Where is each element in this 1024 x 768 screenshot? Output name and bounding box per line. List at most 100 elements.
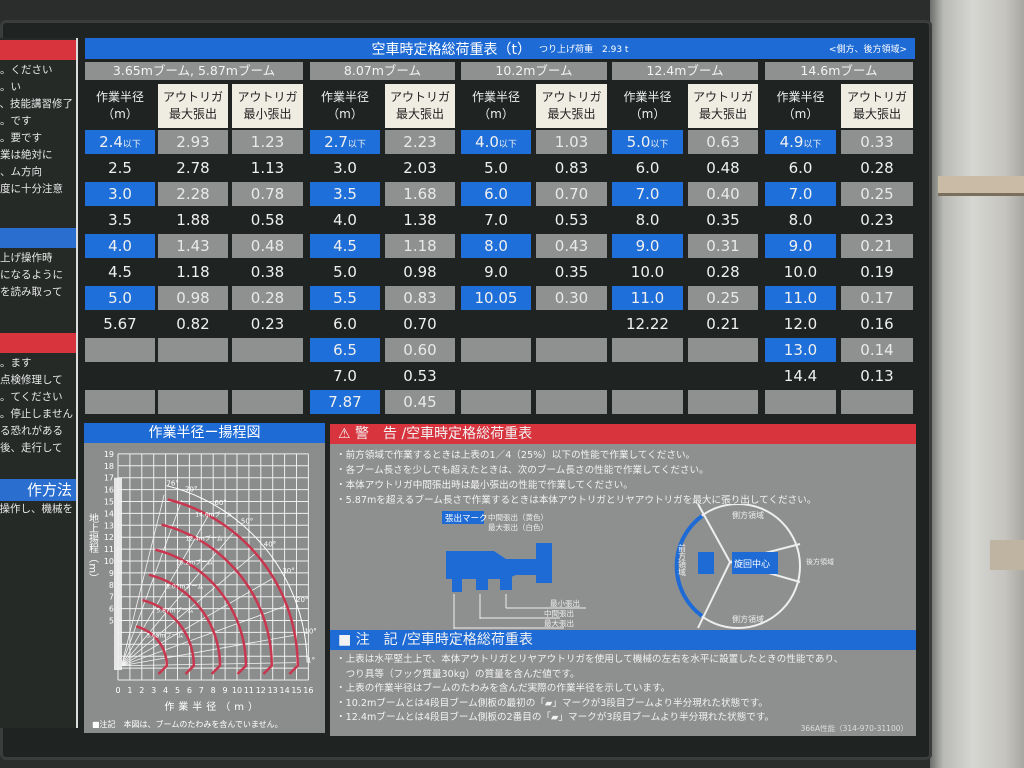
radius-column-header: 作業半径 （m）	[85, 84, 155, 128]
x-tick-label: 6	[187, 686, 192, 695]
y-tick-label: 9	[109, 569, 114, 578]
load-cell: 0.82	[158, 312, 228, 336]
cell-value: 2.5	[108, 159, 132, 177]
cell-value: 8.0	[635, 211, 660, 229]
load-cell: 0.23	[232, 312, 303, 336]
radius-cell: 6.0	[765, 156, 836, 180]
load-cell: 0.33	[841, 130, 913, 154]
load-cell: 0.98	[158, 286, 228, 310]
radius-cell: 3.0	[85, 182, 155, 206]
angle-label: 60°	[214, 499, 226, 507]
load-cell: 0.35	[536, 260, 607, 284]
max-outrigger-header: アウトリガ 最大張出	[385, 84, 455, 128]
radius-cell: 4.5	[310, 234, 380, 258]
cell-value: 1.18	[403, 237, 437, 255]
warning-title: ⚠ 警 告 /空車時定格総荷重表	[330, 424, 916, 444]
cell-value: 5.0	[108, 289, 132, 307]
load-cell: 0.21	[688, 312, 758, 336]
x-tick-label: 5	[175, 686, 180, 695]
cell-value: 2.23	[403, 133, 437, 151]
cell-value: 1.23	[250, 133, 285, 151]
x-tick-label: 14	[280, 686, 290, 695]
radius-cell: 4.0以下	[461, 130, 531, 154]
radius-cell: 8.0	[461, 234, 531, 258]
cell-value: 0.28	[860, 159, 894, 177]
load-cell: 1.88	[158, 208, 228, 232]
cell-value: 6.0	[484, 185, 508, 203]
load-cell: 0.17	[841, 286, 913, 310]
boom-curve-label: 8.07mブーム	[166, 582, 203, 590]
cell-value: 8.0	[788, 211, 813, 229]
load-cell	[158, 390, 228, 414]
max-outrigger-header: アウトリガ 最大張出	[536, 84, 607, 128]
cell-value: 13.0	[783, 341, 818, 359]
radius-cell: 12.22	[612, 312, 683, 336]
radius-cell: 14.4	[765, 364, 836, 388]
blue-header	[0, 228, 76, 248]
cell-value: 14.4	[783, 367, 818, 385]
cell-value: 6.0	[788, 159, 813, 177]
header-line: 最大張出	[547, 107, 596, 121]
x-tick-label: 11	[244, 686, 254, 695]
cell-value: 2.03	[403, 159, 437, 177]
below-suffix: 以下	[347, 140, 366, 150]
header-line: 作業半径	[776, 90, 825, 104]
text-line: ください。	[0, 64, 53, 76]
cell-value: 3.5	[333, 185, 357, 203]
cell-value: 0.23	[860, 211, 894, 229]
header-line: アウトリガ	[846, 90, 907, 104]
radius-cell: 10.0	[765, 260, 836, 284]
load-cell: 1.18	[158, 260, 228, 284]
below-suffix: 以下	[122, 140, 141, 150]
warning-panel: ⚠ 警 告 /空車時定格総荷重表 ・前方領域で作業するときは上表の1／4（25%…	[330, 424, 916, 736]
header-line: （m）	[327, 107, 363, 121]
y-tick-label: 13	[104, 521, 114, 530]
side-area-label-top: 側方領域	[732, 510, 764, 520]
mid-label: 中間張出	[544, 608, 574, 618]
y-tick-label: 17	[104, 474, 114, 483]
cell-value: 2.93	[176, 133, 210, 151]
boom-curve	[161, 523, 274, 675]
cell-value: 0.53	[554, 211, 589, 229]
cell-value: 1.03	[554, 133, 589, 151]
angle-label: 40°	[264, 540, 276, 548]
x-tick-label: 15	[291, 686, 301, 695]
load-cell: 0.45	[385, 390, 455, 414]
x-tick-label: 16	[303, 686, 313, 695]
cell-value: 0.83	[403, 289, 437, 307]
header-line: 作業半径	[95, 90, 144, 104]
max-outrigger-header: アウトリガ 最大張出	[158, 84, 228, 128]
cell-value: 0.45	[403, 393, 437, 411]
cell-value: 1.68	[403, 185, 437, 203]
notes-title-text: 注 記 /空車時定格総荷重表	[355, 632, 533, 648]
diagram-chart: 0 1 2 3 4 5 6 7 8 9 10 11 12 13 14 15 165678910111213141…	[87, 450, 317, 729]
text-line: 度に十分注意	[0, 183, 63, 195]
angle-line	[121, 552, 257, 667]
radius-cell	[765, 390, 836, 414]
load-cell: 0.98	[385, 260, 455, 284]
angle-line	[121, 662, 298, 667]
load-cell: 1.38	[385, 208, 455, 232]
boom-curve	[135, 625, 169, 675]
load-cell: 0.14	[841, 338, 913, 362]
radius-cell: 8.0	[765, 208, 836, 232]
load-cell	[232, 390, 303, 414]
part-code: 366A性能（314-970-31100）	[800, 724, 908, 733]
x-axis-label: 作業半径（m）	[164, 700, 262, 713]
x-tick-label: 12	[256, 686, 266, 695]
radius-cell: 12.0	[765, 312, 836, 336]
y-tick-label: 6	[109, 605, 114, 614]
radius-cell	[461, 390, 531, 414]
load-cell: 0.58	[232, 208, 303, 232]
min-outrigger-header: アウトリガ 最小張出	[232, 84, 303, 128]
below-suffix: 以下	[498, 140, 517, 150]
load-cell: 0.28	[688, 260, 758, 284]
load-cell: 0.19	[841, 260, 913, 284]
front-area-label: 前方領域	[678, 543, 687, 576]
load-cell: 0.16	[841, 312, 913, 336]
cell-value: 7.0	[788, 185, 813, 203]
cell-value: 0.98	[403, 263, 437, 281]
radius-cell: 6.0	[461, 182, 531, 206]
warning-item: ・各ブーム長さを少しでも超えたときは、次のブーム長さの性能で作業してください。	[336, 465, 709, 476]
load-cell: 0.35	[688, 208, 758, 232]
